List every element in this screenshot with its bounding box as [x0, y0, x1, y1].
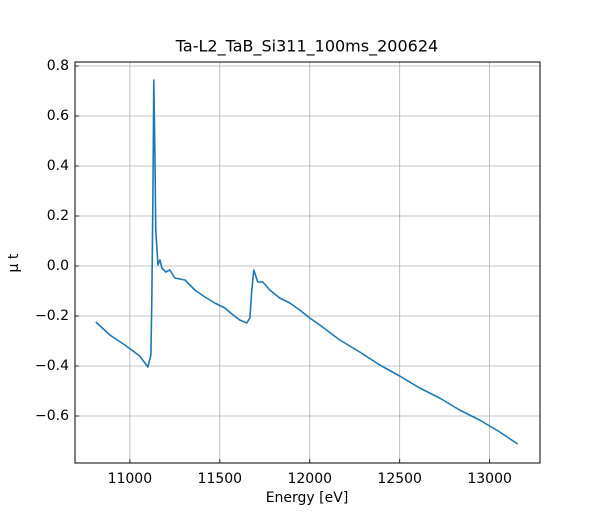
chart-title: Ta-L2_TaB_Si311_100ms_200624 [175, 37, 438, 57]
plot-frame [74, 61, 541, 464]
x-tick-label: 13000 [467, 471, 512, 487]
y-tick-label: −0.4 [35, 358, 69, 374]
y-tick-label: 0.6 [47, 108, 69, 124]
x-tick-label: 11500 [198, 471, 243, 487]
y-tick-label: 0.4 [47, 158, 69, 174]
x-tick-label: 12000 [287, 471, 332, 487]
y-tick-label: 0.0 [47, 258, 69, 274]
x-axis-label: Energy [eV] [266, 490, 349, 506]
y-tick-label: 0.2 [47, 208, 69, 224]
y-axis-label: μ t [6, 253, 22, 272]
x-tick-label: 12500 [377, 471, 422, 487]
x-tick-label: 11000 [108, 471, 153, 487]
y-tick-label: −0.2 [35, 308, 69, 324]
y-tick-label: 0.8 [47, 58, 69, 74]
data-line [95, 79, 519, 445]
y-tick-label: −0.6 [35, 408, 69, 424]
